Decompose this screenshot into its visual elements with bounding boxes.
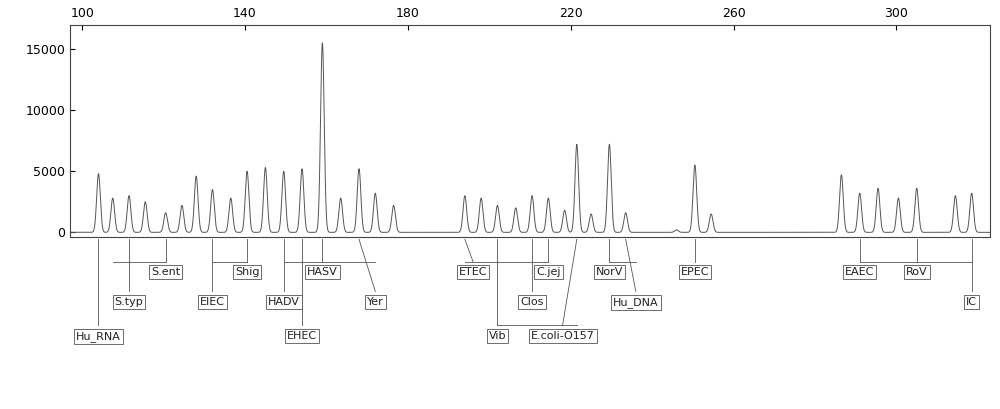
- Text: HASV: HASV: [307, 267, 338, 277]
- Text: EPEC: EPEC: [681, 267, 709, 277]
- Text: Clos: Clos: [520, 297, 544, 307]
- Text: NorV: NorV: [596, 267, 623, 277]
- Text: Hu_RNA: Hu_RNA: [76, 331, 121, 342]
- Text: ETEC: ETEC: [459, 267, 487, 277]
- Text: EAEC: EAEC: [845, 267, 874, 277]
- Text: Yer: Yer: [367, 297, 384, 307]
- Text: HADV: HADV: [268, 297, 300, 307]
- Text: RoV: RoV: [906, 267, 928, 277]
- Text: E.coli-O157: E.coli-O157: [531, 331, 595, 341]
- Text: EHEC: EHEC: [287, 331, 317, 341]
- Text: EIEC: EIEC: [200, 297, 225, 307]
- Text: C.jej: C.jej: [536, 267, 561, 277]
- Text: Hu_DNA: Hu_DNA: [613, 297, 659, 308]
- Text: S.typ: S.typ: [115, 297, 143, 307]
- Text: Shig: Shig: [235, 267, 259, 277]
- Text: IC: IC: [966, 297, 977, 307]
- Text: S.ent: S.ent: [151, 267, 180, 277]
- Text: Vib: Vib: [489, 331, 506, 341]
